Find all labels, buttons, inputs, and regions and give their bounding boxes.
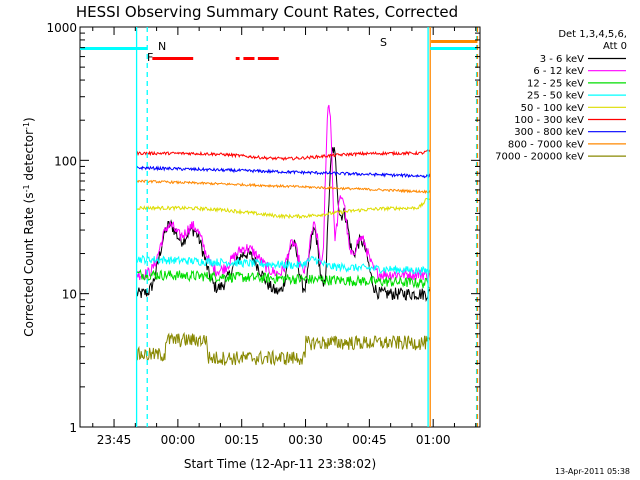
series-line-1 xyxy=(136,104,431,281)
series-line-4 xyxy=(136,197,431,220)
flare-bar-3 xyxy=(257,57,279,60)
x-axis: 23:45 00:00 00:15 00:30 00:45 01:00 xyxy=(92,27,477,447)
legend-label-5: 100 - 300 keV xyxy=(514,115,584,126)
y-tick-label-2: 100 xyxy=(54,154,77,168)
series-line-7 xyxy=(136,179,431,195)
x-tick-label-1: 00:00 xyxy=(161,433,196,447)
chart-title: HESSI Observing Summary Count Rates, Cor… xyxy=(76,3,458,21)
legend-label-6: 300 - 800 keV xyxy=(514,127,584,138)
flare-bar-0 xyxy=(152,57,194,60)
y-tick-label-0: 1 xyxy=(69,421,77,435)
flare-bar-2 xyxy=(243,57,255,60)
y-tick-label-1: 10 xyxy=(62,288,77,302)
flare-flag-label: F xyxy=(147,51,153,64)
night-flag-label: N xyxy=(158,40,166,53)
plot-area: N S F 23:45 00:00 00:15 00:30 00:45 01:00 1 10… xyxy=(46,21,481,447)
series-line-6 xyxy=(136,165,431,179)
x-tick-label-5: 01:00 xyxy=(416,433,451,447)
legend-label-8: 7000 - 20000 keV xyxy=(495,152,584,163)
plot-frame xyxy=(79,26,481,428)
flare-bar-1 xyxy=(235,57,240,60)
legend-header-1: Det 1,3,4,5,6, xyxy=(558,29,627,40)
y-tick-label-3: 1000 xyxy=(46,21,77,35)
night-bar-2 xyxy=(430,47,477,50)
series-layer xyxy=(136,104,431,367)
night-bar-1 xyxy=(80,47,148,50)
legend-label-1: 6 - 12 keV xyxy=(533,66,584,77)
legend-label-0: 3 - 6 keV xyxy=(540,54,584,65)
x-tick-label-2: 00:15 xyxy=(224,433,259,447)
series-line-0 xyxy=(136,147,431,302)
legend-label-7: 800 - 7000 keV xyxy=(508,139,584,150)
series-line-8 xyxy=(136,331,431,367)
x-tick-label-3: 00:30 xyxy=(288,433,323,447)
legend-label-2: 12 - 25 keV xyxy=(527,78,584,89)
legend-label-4: 50 - 100 keV xyxy=(521,103,585,114)
series-line-5 xyxy=(136,149,431,162)
flag-layer: N S F xyxy=(80,36,478,64)
x-tick-label-4: 00:45 xyxy=(352,433,387,447)
x-tick-label-0: 23:45 xyxy=(97,433,132,447)
saa-bar xyxy=(431,40,478,43)
plot-date-footer: 13-Apr-2011 05:38 xyxy=(555,467,630,476)
vline-layer xyxy=(135,27,479,427)
x-axis-label: Start Time (12-Apr-11 23:38:02) xyxy=(184,457,376,471)
series-line-2 xyxy=(136,268,431,290)
saa-flag-label: S xyxy=(380,36,387,49)
legend-label-3: 25 - 50 keV xyxy=(527,91,584,102)
series-line-3 xyxy=(136,253,431,277)
y-axis-label: Corrected Count Rate (s-1 detector-1) xyxy=(22,117,37,336)
legend-header-2: Att 0 xyxy=(603,41,627,52)
y-axis: 1 10 100 1000 xyxy=(46,21,480,435)
